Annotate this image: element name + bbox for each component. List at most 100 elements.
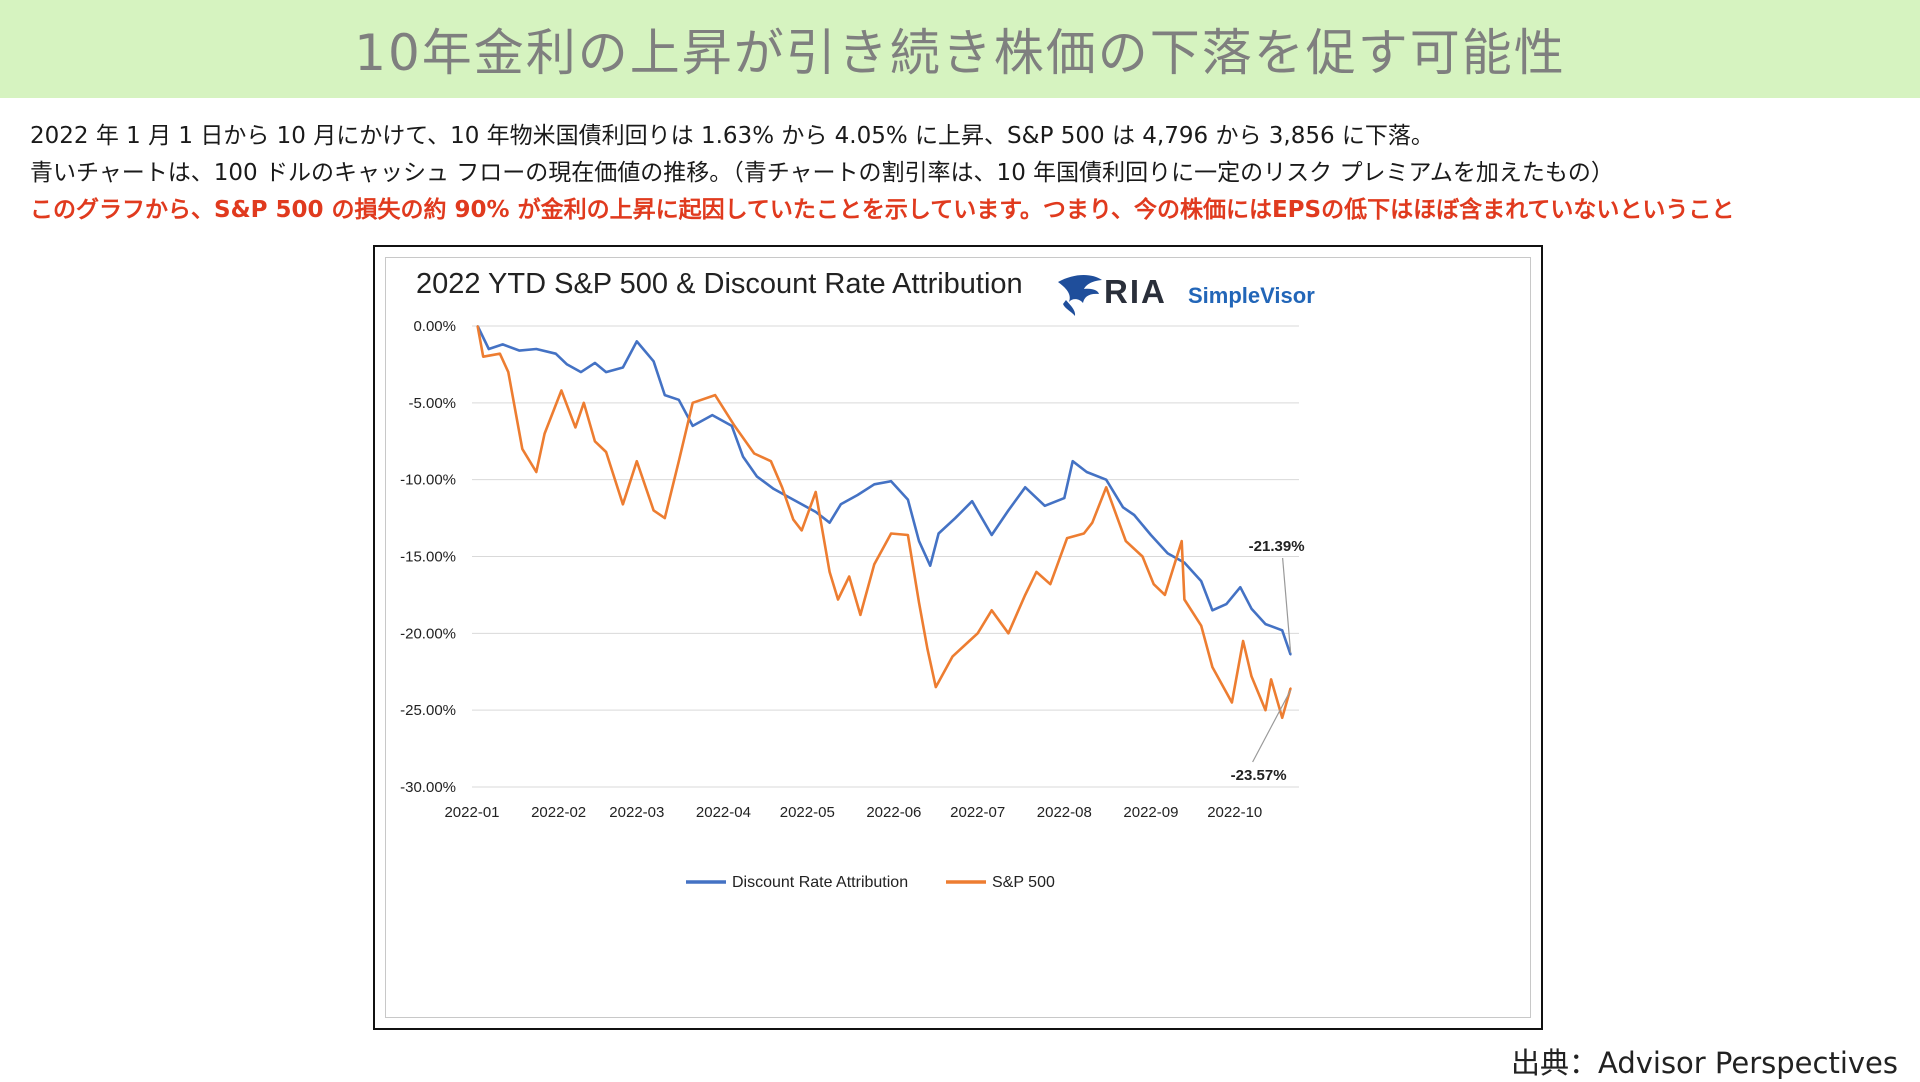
data-point [814, 511, 817, 513]
data-point [859, 613, 862, 616]
data-point [730, 424, 733, 427]
data-point [652, 509, 655, 512]
data-point [1150, 534, 1152, 536]
data-point [711, 414, 714, 417]
logo-brand: RIA [1104, 273, 1167, 310]
data-point [714, 394, 716, 397]
data-point [476, 325, 479, 327]
data-point [934, 686, 937, 689]
data-point [1183, 598, 1186, 601]
data-point [1066, 537, 1069, 539]
data-point [753, 452, 756, 455]
data-point [1239, 586, 1242, 589]
description-line-3-highlight: このグラフから、S&P 500 の損失の約 90% が金利の上昇に起因していたこ… [30, 197, 1735, 223]
x-tick-label: 2022-05 [780, 804, 835, 821]
data-point [733, 424, 736, 427]
data-point [635, 460, 638, 463]
data-point [1122, 506, 1124, 509]
chart-inner-border: 2022 YTD S&P 500 & Discount Rate Attribu… [385, 257, 1531, 1018]
data-point [1007, 509, 1010, 512]
data-point [839, 503, 842, 506]
data-point [800, 529, 803, 532]
data-point [518, 349, 521, 352]
series-lines [476, 325, 1292, 720]
annotations: -21.39% -23.57% [1231, 538, 1305, 784]
data-point [1281, 716, 1284, 719]
annotation-leader [1282, 557, 1292, 653]
data-point [890, 532, 892, 535]
data-point [1133, 514, 1136, 516]
data-point [906, 534, 909, 536]
data-point [1289, 687, 1292, 690]
data-point [1152, 583, 1155, 586]
x-tick-label: 2022-08 [1037, 804, 1092, 821]
data-point [770, 460, 772, 463]
eagle-icon [1058, 274, 1102, 316]
logo-sub: SimpleVisor [1188, 283, 1315, 308]
data-point [1043, 504, 1046, 507]
y-tick-label: -10.00% [400, 472, 456, 489]
data-point [742, 455, 744, 458]
data-point [1163, 594, 1166, 596]
data-point [990, 609, 993, 612]
chart-frame: 2022 YTD S&P 500 & Discount Rate Attribu… [373, 245, 1543, 1030]
data-point [1082, 532, 1085, 535]
y-tick-label: -20.00% [400, 625, 456, 642]
data-point [1211, 609, 1214, 612]
data-point [663, 517, 666, 519]
data-point [691, 424, 694, 427]
annotation-label: -21.39% [1249, 538, 1305, 555]
data-point [1200, 580, 1203, 582]
data-point [1231, 701, 1233, 704]
data-point [543, 432, 546, 435]
data-point [1049, 583, 1052, 586]
data-point [487, 348, 490, 350]
y-tick-label: -30.00% [400, 779, 456, 796]
data-point [1141, 555, 1144, 558]
data-point [582, 401, 585, 404]
data-point [1200, 624, 1203, 627]
data-point [1035, 570, 1038, 573]
x-tick-label: 2022-04 [696, 804, 751, 821]
y-tick-label: -25.00% [400, 702, 456, 719]
data-point [828, 521, 831, 524]
source-credit: 出典：Advisor Perspectives [1510, 1046, 1898, 1080]
data-point [968, 640, 971, 642]
data-point [621, 366, 624, 369]
data-point [906, 498, 909, 501]
data-point [1250, 675, 1253, 678]
data-point [535, 348, 538, 350]
data-point [929, 564, 932, 567]
data-point [1166, 552, 1169, 555]
x-tick-label: 2022-09 [1123, 804, 1178, 821]
discount-rate-line [476, 325, 1292, 656]
data-point [848, 575, 851, 578]
data-point [1007, 632, 1010, 635]
data-point [1264, 623, 1267, 626]
data-point [507, 371, 510, 373]
x-tick-label: 2022-02 [531, 804, 586, 821]
data-point [1071, 460, 1074, 463]
title-bar: 10年金利の上昇が引き続き株価の下落を促す可能性 [0, 0, 1920, 98]
data-point [976, 632, 979, 635]
data-point [594, 361, 596, 364]
sp500-line [476, 325, 1292, 720]
y-tick-label: 0.00% [413, 318, 456, 335]
x-tick-label: 2022-07 [950, 804, 1005, 821]
description: 2022 年 1 月 1 日から 10 月にかけて、10 年物米国債利回りは 1… [30, 118, 1920, 229]
description-line-1: 2022 年 1 月 1 日から 10 月にかけて、10 年物米国債利回りは 1… [30, 123, 1434, 149]
data-point [1242, 640, 1245, 642]
data-point [1105, 486, 1108, 489]
data-point [971, 500, 974, 503]
data-point [1270, 678, 1272, 681]
data-point [937, 532, 940, 535]
data-point [954, 517, 957, 519]
data-point [772, 487, 775, 490]
legend-label: S&P 500 [992, 874, 1055, 891]
data-point [635, 340, 638, 343]
data-point [856, 494, 859, 496]
data-point [663, 394, 666, 397]
data-point [594, 440, 596, 443]
data-point [800, 503, 803, 506]
y-tick-label: -15.00% [400, 549, 456, 566]
